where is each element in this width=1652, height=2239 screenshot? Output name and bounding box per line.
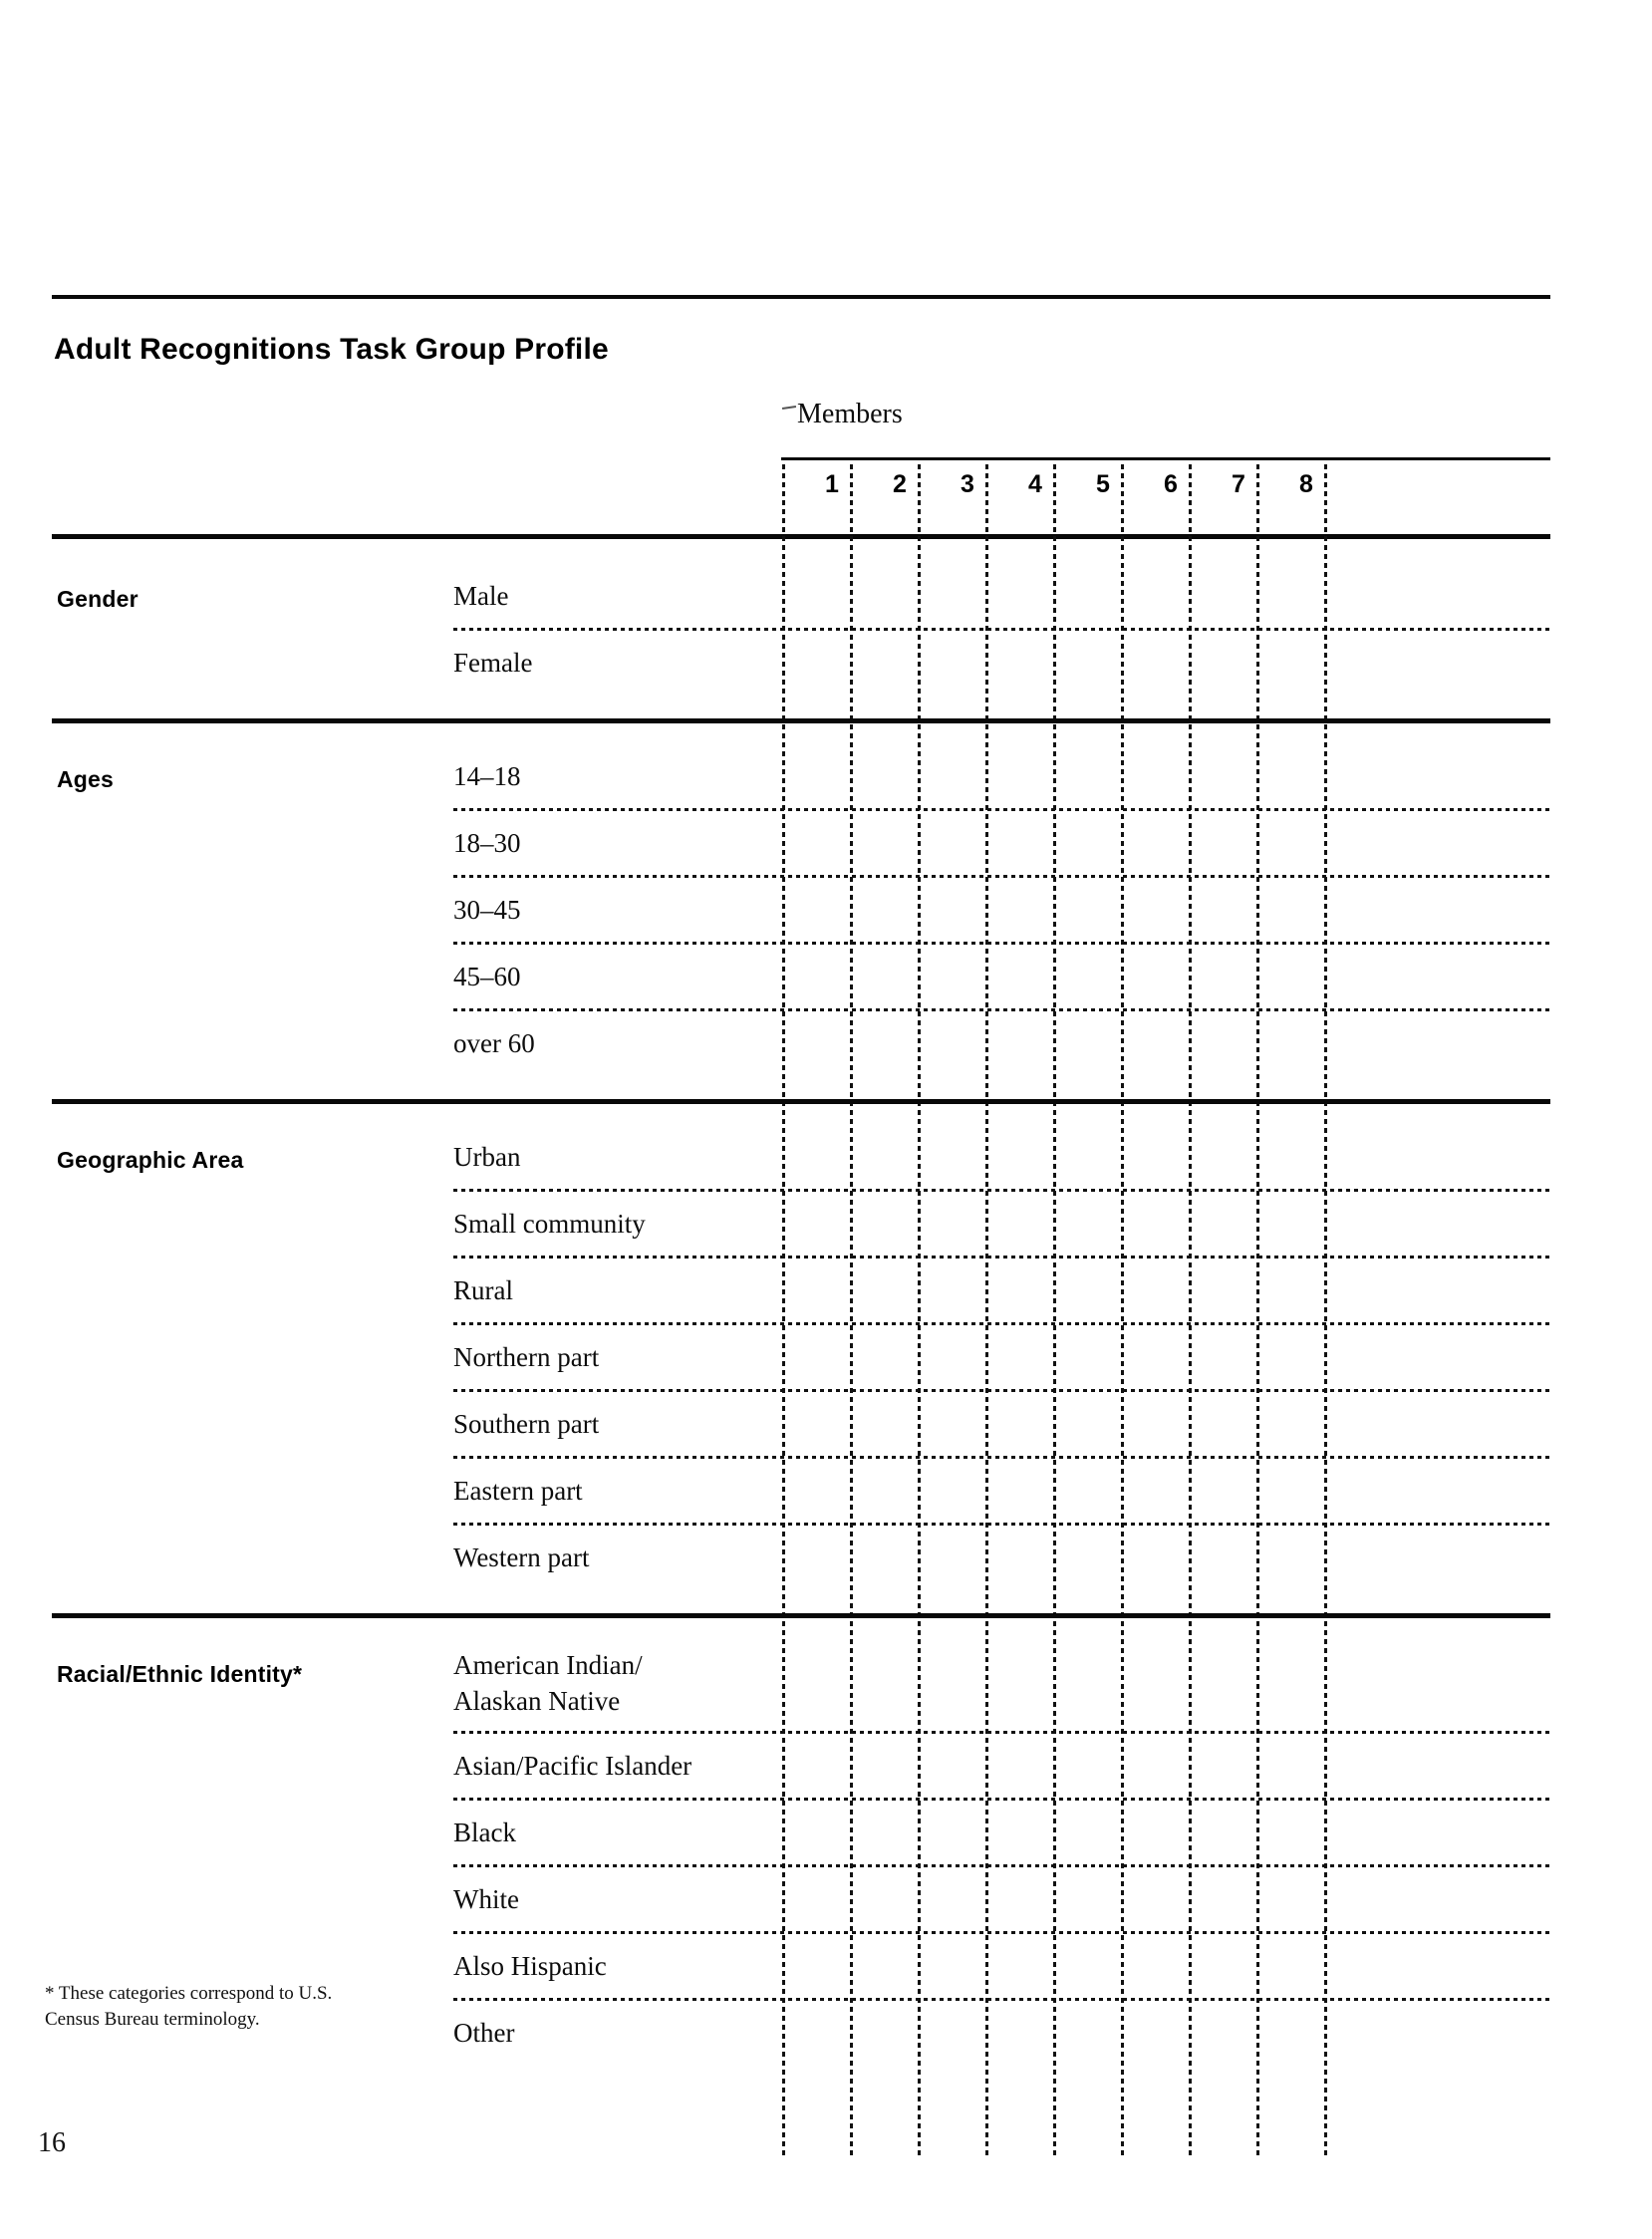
- row-separator: [453, 942, 1550, 945]
- table-row: Rural: [453, 1259, 1550, 1325]
- page-number: 16: [38, 2127, 66, 2158]
- column-header-2: 2: [893, 470, 907, 498]
- census-footnote: * These categories correspond to U.S. Ce…: [45, 1983, 333, 2030]
- row-label: 30–45: [453, 895, 521, 925]
- table-row: 18–30: [453, 811, 1550, 878]
- row-label: 18–30: [453, 828, 521, 858]
- table-row: Western part: [453, 1526, 1550, 1592]
- row-separator: [453, 808, 1550, 811]
- row-separator: [453, 1008, 1550, 1011]
- table-row: Northern part: [453, 1325, 1550, 1392]
- section-divider-rule: [52, 1099, 1550, 1104]
- row-label: Asian/Pacific Islander: [453, 1751, 692, 1781]
- column-header-3: 3: [961, 470, 974, 498]
- row-label: Also Hispanic: [453, 1951, 607, 1981]
- section-label: Racial/Ethnic Identity*: [57, 1661, 303, 1687]
- row-label: Other: [453, 2018, 515, 2048]
- row-separator: [453, 1864, 1550, 1867]
- row-separator: [453, 1389, 1550, 1392]
- row-label: Urban: [453, 1142, 521, 1172]
- column-header-6: 6: [1164, 470, 1178, 498]
- row-label: Small community: [453, 1209, 646, 1239]
- row-label: Female: [453, 648, 533, 678]
- section-label: Ages: [57, 766, 115, 792]
- table-row: Male: [453, 564, 1550, 631]
- header-rule: [52, 295, 1550, 299]
- table-row: American Indian/ Alaskan Native: [453, 1639, 1550, 1734]
- section-divider-rule: [52, 1613, 1550, 1618]
- row-separator: [453, 1931, 1550, 1934]
- row-label: Southern part: [453, 1409, 600, 1439]
- row-separator: [453, 1456, 1550, 1459]
- row-label: Male: [453, 581, 509, 611]
- table-row: Also Hispanic: [453, 1934, 1550, 2001]
- row-label: Rural: [453, 1275, 513, 1305]
- table-row: 45–60: [453, 945, 1550, 1011]
- table-row: 30–45: [453, 878, 1550, 945]
- table-row: Asian/Pacific Islander: [453, 1734, 1550, 1801]
- row-separator: [453, 628, 1550, 631]
- members-underline-rule: [781, 457, 1550, 460]
- section-label: Gender: [57, 586, 138, 612]
- row-label: White: [453, 1884, 519, 1914]
- page-title: Adult Recognitions Task Group Profile: [54, 333, 609, 366]
- table-head-rule: [52, 534, 1550, 539]
- column-header-5: 5: [1096, 470, 1110, 498]
- row-label: Eastern part: [453, 1476, 583, 1506]
- row-separator: [453, 1998, 1550, 2001]
- column-header-1: 1: [825, 470, 839, 498]
- table-row: Other: [453, 2001, 1550, 2068]
- row-separator: [453, 1322, 1550, 1325]
- members-leader-tick: [781, 406, 797, 410]
- row-label: American Indian/ Alaskan Native: [453, 1650, 643, 1716]
- row-separator: [453, 1731, 1550, 1734]
- table-row: Urban: [453, 1125, 1550, 1192]
- table-row: Small community: [453, 1192, 1550, 1259]
- row-separator: [453, 1798, 1550, 1801]
- row-label: 45–60: [453, 962, 521, 991]
- row-separator: [453, 875, 1550, 878]
- row-label: over 60: [453, 1028, 535, 1058]
- row-separator: [453, 1256, 1550, 1259]
- column-header-row: 1 2 3 4 5 6 7 8: [794, 464, 1535, 526]
- row-label: Black: [453, 1818, 516, 1847]
- table-row: over 60: [453, 1011, 1550, 1078]
- column-header-4: 4: [1028, 470, 1042, 498]
- table-row: Eastern part: [453, 1459, 1550, 1526]
- row-separator: [453, 1189, 1550, 1192]
- row-label: Northern part: [453, 1342, 600, 1372]
- column-header-7: 7: [1232, 470, 1245, 498]
- section-divider-rule: [52, 718, 1550, 723]
- table-row: 14–18: [453, 744, 1550, 811]
- section-label: Geographic Area: [57, 1147, 244, 1173]
- table-row: White: [453, 1867, 1550, 1934]
- table-row: Southern part: [453, 1392, 1550, 1459]
- table-row: Black: [453, 1801, 1550, 1867]
- row-separator: [453, 1523, 1550, 1526]
- table-row: Female: [453, 631, 1550, 698]
- members-group-header: Members: [797, 399, 903, 429]
- row-label: Western part: [453, 1542, 590, 1572]
- row-label: 14–18: [453, 761, 521, 791]
- column-header-8: 8: [1299, 470, 1313, 498]
